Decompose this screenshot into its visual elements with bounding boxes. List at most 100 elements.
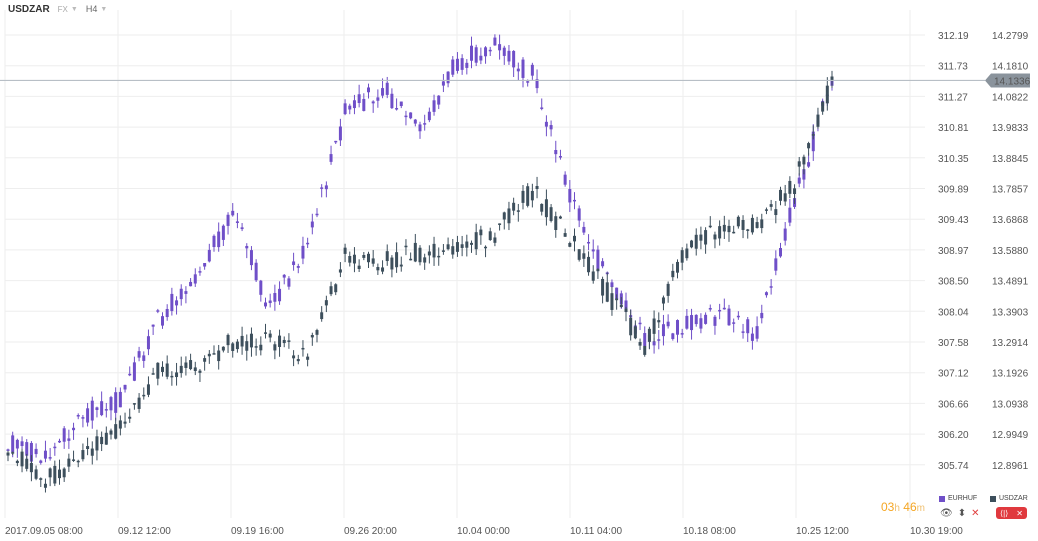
- eurhuf-candle: [676, 320, 679, 335]
- usdzar-candle: [376, 267, 380, 271]
- usdzar-candle: [685, 248, 689, 259]
- usdzar-candle: [432, 243, 436, 258]
- usdzar-candle: [437, 255, 441, 258]
- series-controls-active[interactable]: ⟨|⟩ ✕: [996, 507, 1027, 519]
- eurhuf-candle: [29, 442, 33, 462]
- eurhuf-candle: [306, 242, 310, 245]
- usdzar-candle: [310, 334, 314, 338]
- usdzar-candle: [156, 362, 160, 379]
- eurhuf-candle: [264, 302, 267, 307]
- usdzar-candle: [774, 209, 778, 216]
- eurhuf-candle: [282, 274, 286, 278]
- eurhuf-candle: [732, 322, 736, 324]
- right-axis-tick: 13.9833: [992, 123, 1029, 134]
- usdzar-candle: [226, 334, 230, 346]
- usdzar-candle: [249, 333, 253, 348]
- chevron-down-icon[interactable]: ▼: [100, 5, 108, 13]
- timer-minutes: 46: [903, 500, 917, 514]
- usdzar-candle: [193, 367, 197, 372]
- close-icon[interactable]: ✕: [971, 508, 980, 519]
- right-axis-tick: 13.1926: [992, 369, 1029, 380]
- right-axis-tick: 14.0822: [992, 92, 1029, 103]
- usdzar-candle: [278, 335, 282, 347]
- usdzar-candle: [184, 362, 188, 368]
- eurhuf-candle: [193, 274, 197, 284]
- usdzar-candle: [399, 264, 403, 267]
- usdzar-candle: [15, 460, 19, 464]
- left-axis-tick: 308.50: [938, 277, 969, 288]
- left-axis-tick: 310.35: [938, 154, 969, 165]
- eurhuf-candle: [690, 315, 694, 331]
- usdzar-candle: [704, 230, 708, 245]
- eurhuf-candle: [259, 280, 263, 295]
- eurhuf-candle: [615, 287, 619, 299]
- last-price-tag: [985, 73, 1030, 88]
- right-axis-tick: 13.2914: [992, 338, 1029, 349]
- usdzar-candle: [807, 143, 811, 149]
- right-axis-tick: 12.9949: [992, 430, 1029, 441]
- eurhuf-candle: [568, 189, 572, 203]
- eurhuf-candle: [680, 333, 684, 335]
- chevron-down-icon[interactable]: ▼: [70, 5, 78, 13]
- left-axis-tick: 308.97: [938, 246, 969, 257]
- usdzar-candle: [151, 373, 155, 375]
- eurhuf-candle: [718, 309, 722, 312]
- usdzar-candle: [451, 246, 455, 255]
- eurhuf-candle: [67, 438, 71, 441]
- legend-eurhuf[interactable]: EURHUF: [939, 495, 977, 502]
- eurhuf-candle: [788, 207, 792, 223]
- eurhuf-candle: [184, 291, 188, 294]
- reorder-icon[interactable]: ⬍: [957, 508, 967, 519]
- usdzar-candle: [694, 234, 698, 249]
- usdzar-candle: [109, 430, 113, 435]
- eurhuf-candle: [652, 341, 656, 346]
- usdzar-candle: [114, 424, 118, 439]
- eurhuf-candle: [371, 101, 375, 104]
- eurhuf-candle: [474, 47, 478, 63]
- chart-header: USDZAR FX ▼ H4 ▼: [8, 2, 107, 16]
- usdzar-candle: [245, 341, 249, 351]
- eurhuf-candle: [226, 214, 230, 226]
- usdzar-candle: [146, 384, 150, 395]
- timer-hours-unit: h: [894, 503, 900, 514]
- eurhuf-candle: [591, 249, 595, 252]
- eurhuf-candle: [11, 435, 15, 453]
- right-axis-tick: 12.8961: [992, 461, 1029, 472]
- symbol-label[interactable]: USDZAR: [8, 3, 50, 15]
- eurhuf-candle: [348, 105, 352, 110]
- usdzar-candle: [123, 421, 127, 424]
- timer-hours: 03: [881, 500, 895, 514]
- eurhuf-candle: [249, 250, 253, 266]
- eurhuf-candle: [25, 442, 29, 456]
- usdzar-candle: [699, 234, 703, 241]
- eurhuf-candle: [95, 407, 99, 410]
- usdzar-candle: [142, 394, 146, 397]
- eurhuf-candle: [278, 288, 282, 302]
- compare-arrows-icon[interactable]: ⟨|⟩: [999, 508, 1009, 518]
- usdzar-candle: [615, 298, 619, 301]
- legend-eurhuf-label: EURHUF: [948, 495, 978, 502]
- eurhuf-candle: [123, 384, 127, 390]
- usdzar-candle: [395, 252, 399, 268]
- usdzar-candle: [217, 350, 221, 362]
- usdzar-candle: [104, 432, 108, 445]
- close-icon[interactable]: ✕: [1016, 508, 1023, 518]
- usdzar-candle: [769, 204, 773, 207]
- eurhuf-candle: [441, 81, 445, 86]
- legend-usdzar[interactable]: USDZAR: [990, 495, 1028, 502]
- eurhuf-candle: [292, 261, 296, 266]
- usdzar-candle: [212, 353, 216, 355]
- usdzar-candle: [638, 342, 642, 346]
- timeframe-selector[interactable]: H4: [85, 4, 98, 14]
- eye-icon[interactable]: 👁: [940, 508, 953, 519]
- eurhuf-candle: [39, 460, 43, 463]
- usdzar-candle: [750, 217, 754, 233]
- series-controls: 👁 ⬍ ✕: [940, 508, 979, 519]
- usdzar-candle: [591, 271, 595, 281]
- eurhuf-candle: [62, 428, 66, 442]
- usdzar-candle: [741, 220, 745, 230]
- eurhuf-candle: [493, 37, 497, 46]
- usdzar-candle: [282, 339, 286, 344]
- usdzar-candle: [516, 210, 520, 212]
